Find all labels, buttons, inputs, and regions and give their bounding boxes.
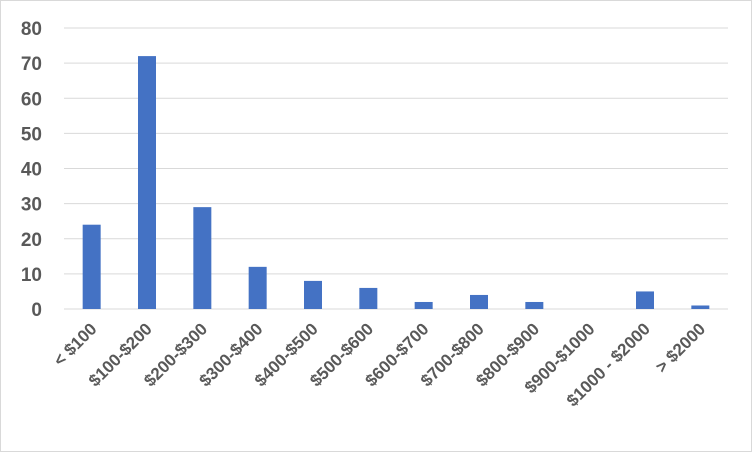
bar-1 xyxy=(138,56,156,309)
gridlines xyxy=(64,27,728,310)
x-tick-label: > $2000 xyxy=(652,319,709,376)
bar-11 xyxy=(691,305,710,309)
y-tick-label: 30 xyxy=(21,195,42,216)
bar-10 xyxy=(636,291,654,309)
y-tick-label: 50 xyxy=(21,124,42,145)
y-tick-label: 10 xyxy=(21,265,42,286)
bar-7 xyxy=(470,294,488,309)
bar-4 xyxy=(304,280,322,309)
x-axis-ticks: < $100$100-$200$200-$300$300-$400$400-$5… xyxy=(50,319,709,410)
bar-8 xyxy=(525,301,544,309)
bar-3 xyxy=(248,266,267,309)
y-axis-ticks: 0 10 20 30 40 50 60 70 80 xyxy=(21,19,42,321)
bar-6 xyxy=(414,301,433,309)
bar-5 xyxy=(359,287,378,309)
bars xyxy=(82,56,710,309)
y-tick-label: 20 xyxy=(21,230,42,251)
x-tick-label: < $100 xyxy=(50,319,101,370)
y-tick-label: 70 xyxy=(21,54,42,75)
y-tick-label: 80 xyxy=(21,19,42,40)
y-tick-label: 60 xyxy=(21,89,42,110)
bar-2 xyxy=(193,207,212,309)
bar-0 xyxy=(82,224,101,309)
y-tick-label: 40 xyxy=(21,160,42,181)
y-tick-label: 0 xyxy=(31,300,42,321)
